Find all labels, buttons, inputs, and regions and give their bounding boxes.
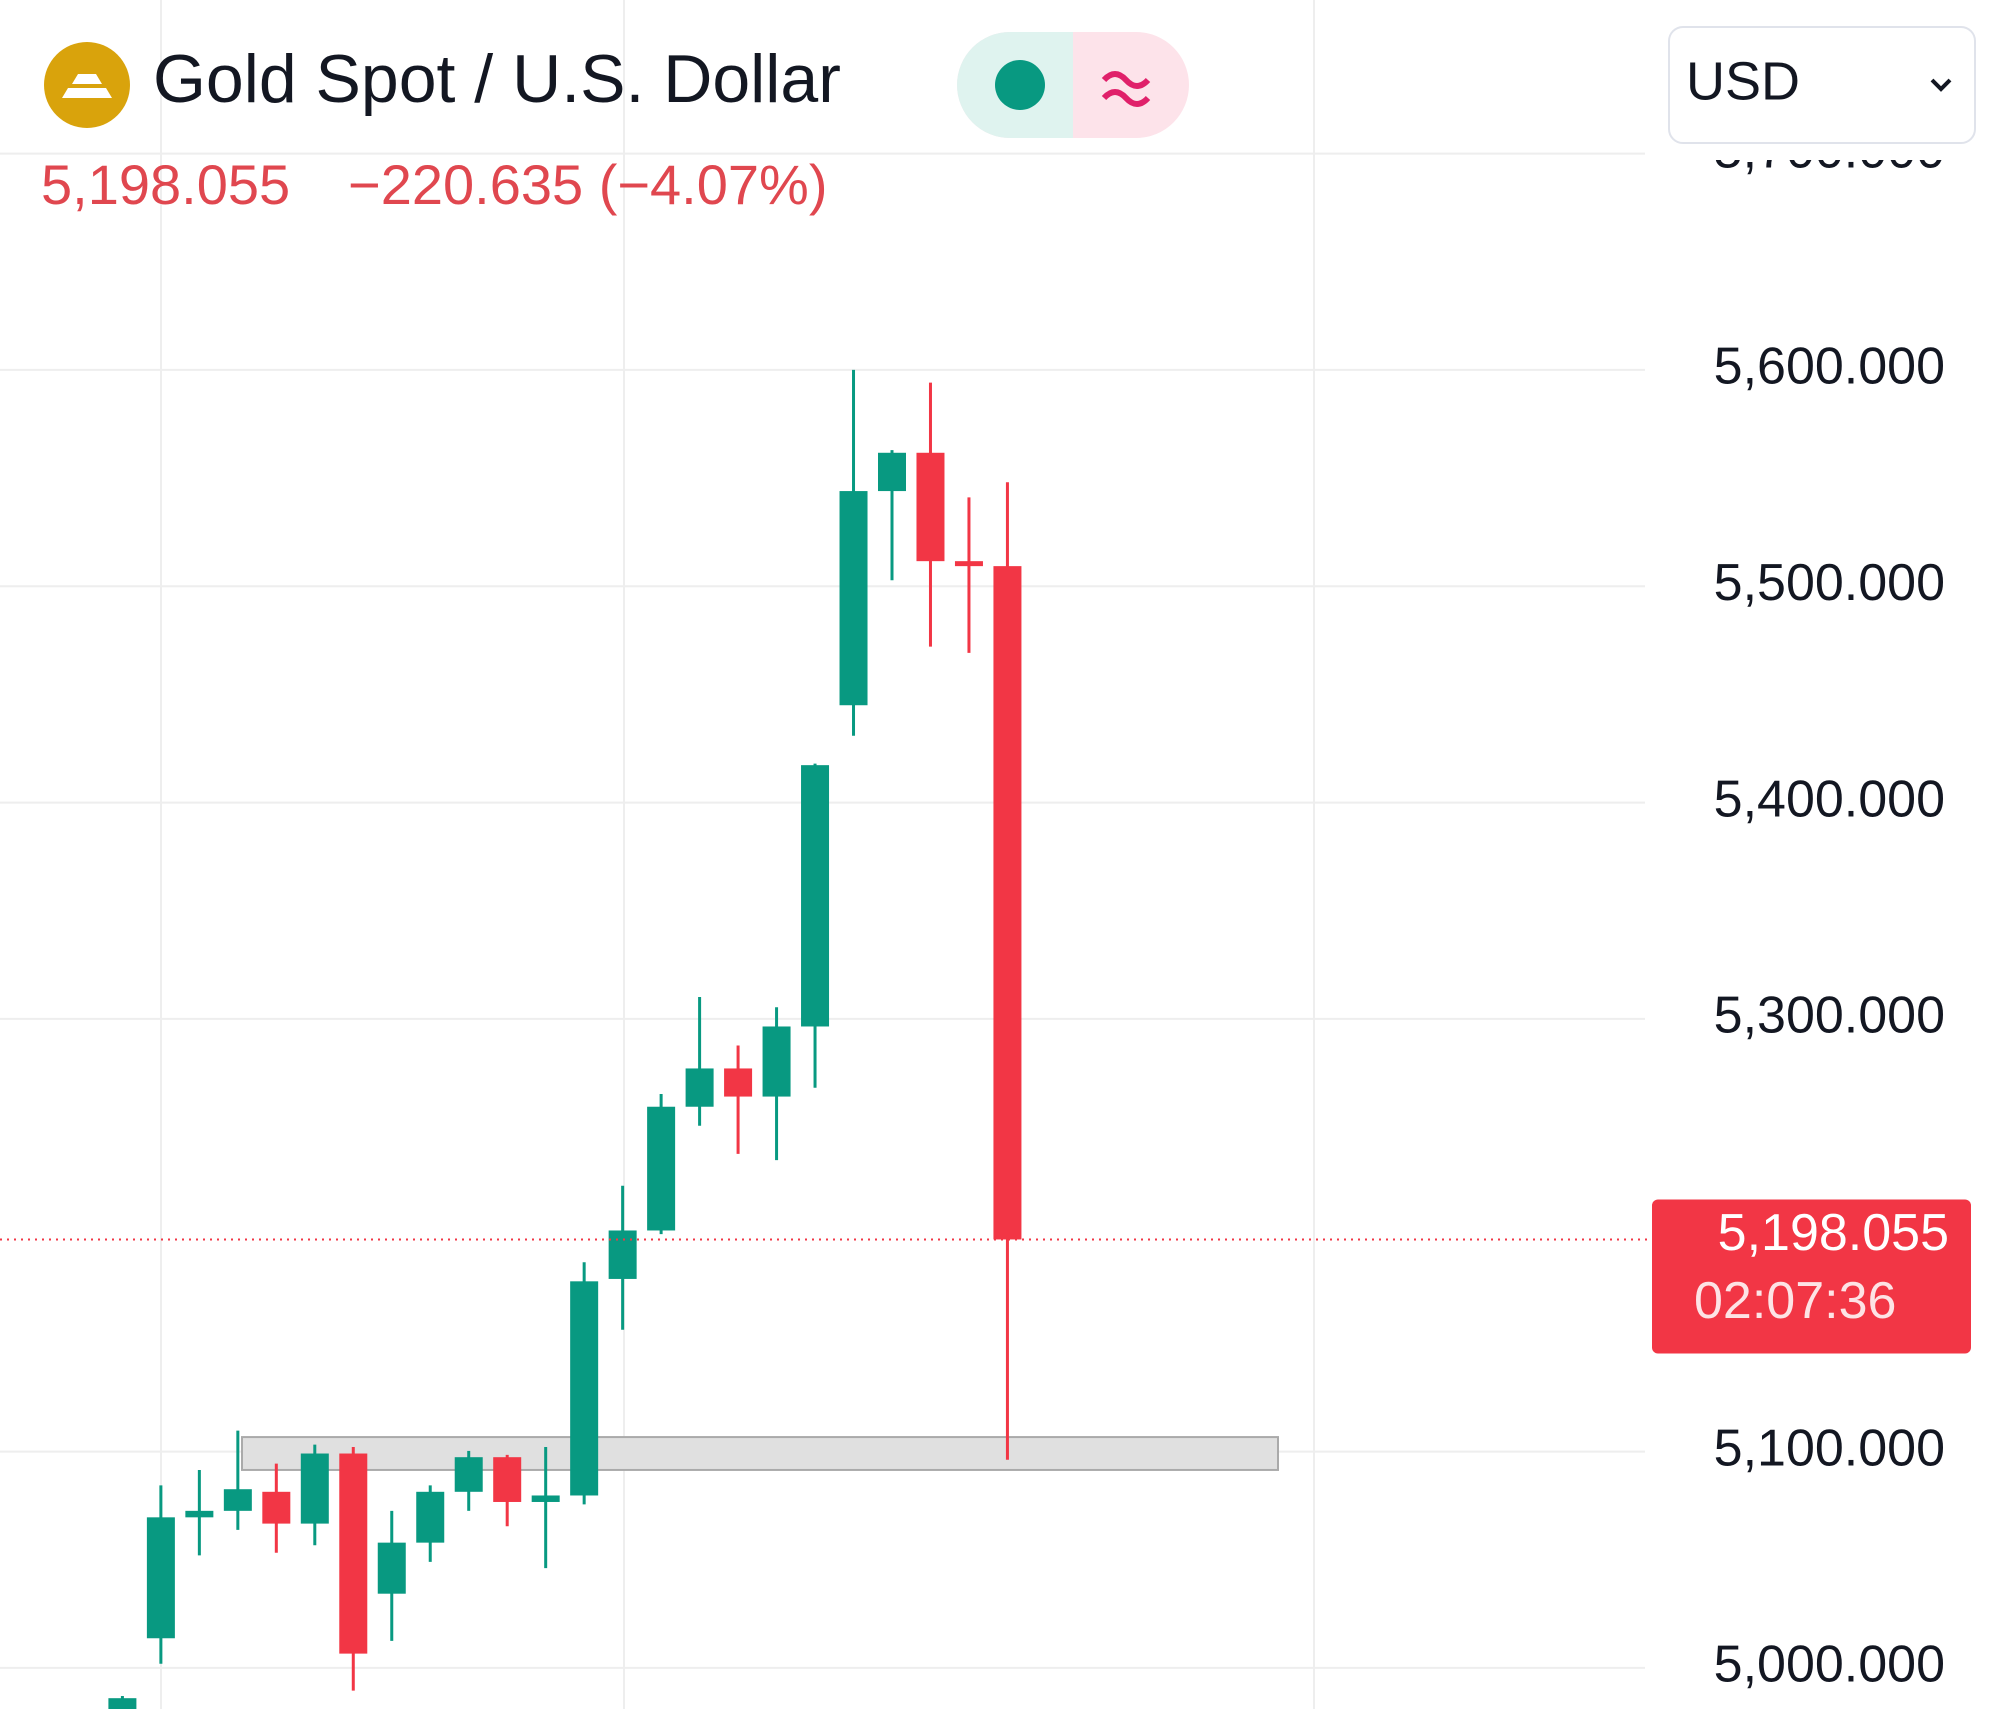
candle-body bbox=[570, 1281, 599, 1496]
delayed-icon bbox=[1101, 71, 1151, 107]
bar-countdown: 02:07:36 bbox=[1694, 1272, 1896, 1330]
header: Gold Spot / U.S. Dollar 5,198.055 −220.6… bbox=[41, 26, 1976, 216]
symbol-title: Gold Spot / U.S. Dollar bbox=[153, 41, 841, 117]
candle-body bbox=[108, 1698, 137, 1709]
price-change: −220.635 (−4.07%) bbox=[348, 153, 827, 216]
y-tick-label: 5,300.000 bbox=[1714, 987, 1945, 1045]
candle-body bbox=[878, 452, 906, 492]
candle-body bbox=[724, 1068, 753, 1097]
y-tick-label: 5,500.000 bbox=[1714, 554, 1945, 612]
candle-body bbox=[531, 1495, 560, 1502]
candle-body bbox=[993, 566, 1022, 1240]
candle-body bbox=[916, 452, 945, 562]
gold-bars bbox=[62, 74, 112, 98]
candle-body bbox=[493, 1457, 522, 1502]
support-zone bbox=[241, 1436, 1279, 1471]
candle-body bbox=[185, 1510, 214, 1518]
y-tick-label: 5,100.000 bbox=[1714, 1419, 1945, 1477]
gold-icon bbox=[44, 42, 130, 128]
candle-body bbox=[146, 1517, 175, 1639]
currency-label: USD bbox=[1686, 51, 1800, 111]
last-price-box bbox=[1652, 1199, 1971, 1354]
candle-body bbox=[801, 765, 830, 1027]
last-price-label: 5,198.055 bbox=[1718, 1204, 1949, 1262]
market-open-dot bbox=[995, 60, 1045, 110]
last-price: 5,198.055 bbox=[41, 153, 290, 216]
currency-select[interactable] bbox=[1668, 26, 1976, 144]
candle-body bbox=[608, 1230, 637, 1279]
candle-body bbox=[377, 1542, 406, 1594]
price-axis: 5,000.000 5,100.000 5,300.000 5,400.000 5,50… bbox=[1714, 121, 1945, 1693]
candle-body bbox=[647, 1106, 676, 1231]
candle-body bbox=[839, 491, 868, 706]
candle-body bbox=[685, 1068, 714, 1107]
candle-body bbox=[954, 561, 983, 567]
candle-body bbox=[339, 1453, 368, 1654]
dropdown-chevron bbox=[1930, 78, 1952, 92]
y-tick-label: 5,400.000 bbox=[1714, 770, 1945, 828]
candle-body bbox=[416, 1491, 445, 1543]
candle-body bbox=[762, 1026, 791, 1097]
y-tick-label: 5,600.000 bbox=[1714, 338, 1945, 396]
candle-body bbox=[223, 1489, 252, 1511]
plot-area bbox=[0, 0, 1652, 1709]
candle-body bbox=[300, 1453, 329, 1524]
candle-body bbox=[262, 1491, 291, 1524]
y-tick-label: 5,000.000 bbox=[1714, 1636, 1945, 1694]
candle-body bbox=[454, 1457, 483, 1492]
